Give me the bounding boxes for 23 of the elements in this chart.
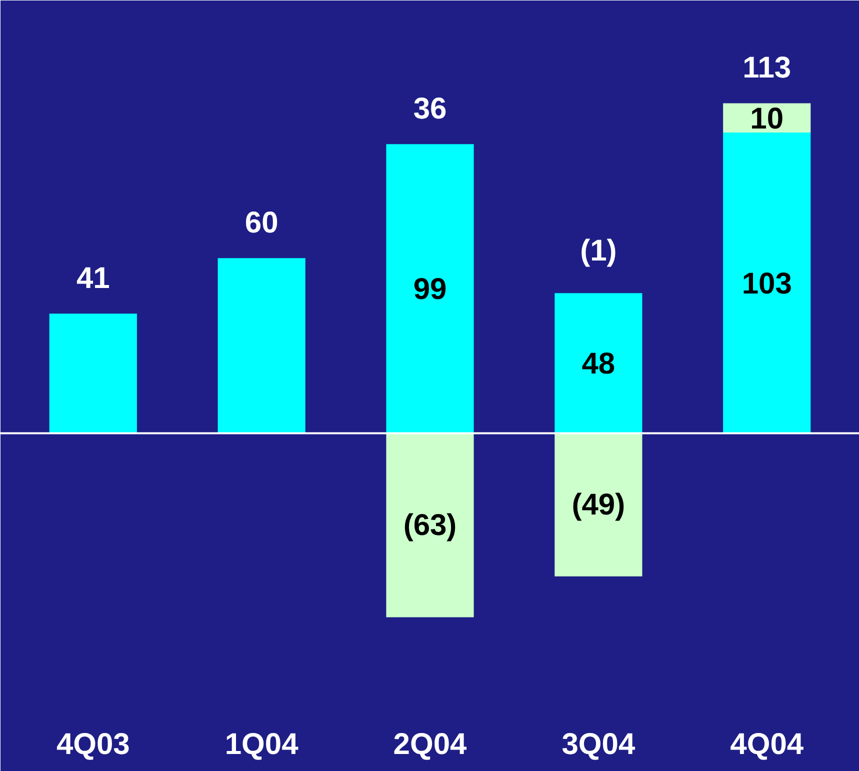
bar xyxy=(49,314,137,434)
data-label: 99 xyxy=(413,273,447,306)
total-label: (1) xyxy=(580,234,617,268)
bar xyxy=(554,433,642,576)
x-tick-label: 1Q04 xyxy=(224,728,299,762)
bar xyxy=(218,258,306,434)
bar xyxy=(386,144,474,434)
data-label: 48 xyxy=(582,348,616,381)
x-tick-label: 4Q04 xyxy=(730,728,804,762)
total-label: 36 xyxy=(413,92,447,126)
bar xyxy=(386,433,474,618)
x-tick-label: 4Q03 xyxy=(56,728,130,762)
data-label: (49) xyxy=(572,488,626,522)
bar xyxy=(723,132,811,434)
data-label: 10 xyxy=(750,102,784,136)
x-tick-label: 3Q04 xyxy=(562,728,636,762)
total-label: 113 xyxy=(742,52,792,85)
total-label: 60 xyxy=(244,206,278,240)
x-tick-label: 2Q04 xyxy=(393,728,468,762)
total-label: 41 xyxy=(76,262,110,295)
data-label: (63) xyxy=(403,508,457,542)
data-label: 103 xyxy=(742,267,792,300)
bar xyxy=(554,293,642,434)
